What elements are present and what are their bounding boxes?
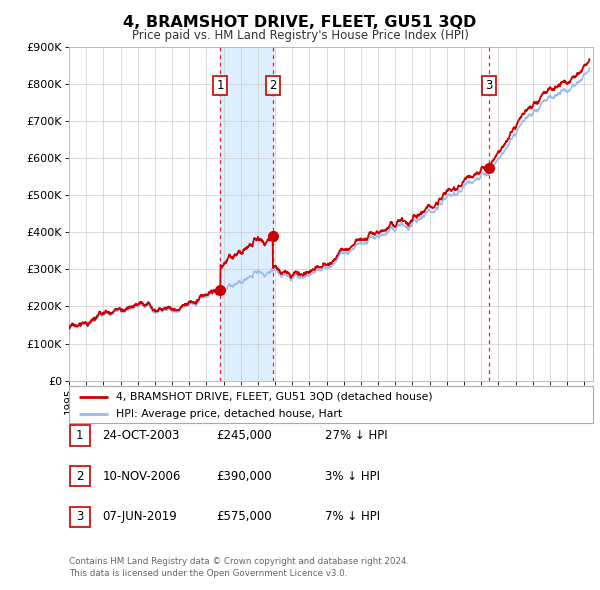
- Text: 4, BRAMSHOT DRIVE, FLEET, GU51 3QD (detached house): 4, BRAMSHOT DRIVE, FLEET, GU51 3QD (deta…: [116, 392, 433, 402]
- Bar: [220, 47, 272, 381]
- Text: 2: 2: [76, 470, 83, 483]
- Text: HPI: Average price, detached house, Hart: HPI: Average price, detached house, Hart: [116, 409, 342, 419]
- Text: 1: 1: [217, 79, 224, 92]
- Text: 4, BRAMSHOT DRIVE, FLEET, GU51 3QD: 4, BRAMSHOT DRIVE, FLEET, GU51 3QD: [124, 15, 476, 30]
- Text: Price paid vs. HM Land Registry's House Price Index (HPI): Price paid vs. HM Land Registry's House …: [131, 30, 469, 42]
- Text: 07-JUN-2019: 07-JUN-2019: [103, 510, 178, 523]
- Text: 1: 1: [76, 429, 83, 442]
- Text: 7% ↓ HPI: 7% ↓ HPI: [325, 510, 380, 523]
- Text: This data is licensed under the Open Government Licence v3.0.: This data is licensed under the Open Gov…: [69, 569, 347, 578]
- Text: 2: 2: [269, 79, 277, 92]
- Text: Contains HM Land Registry data © Crown copyright and database right 2024.: Contains HM Land Registry data © Crown c…: [69, 557, 409, 566]
- Text: £245,000: £245,000: [217, 429, 272, 442]
- Text: 3% ↓ HPI: 3% ↓ HPI: [325, 470, 380, 483]
- Text: 27% ↓ HPI: 27% ↓ HPI: [325, 429, 387, 442]
- Text: 3: 3: [76, 510, 83, 523]
- Text: £390,000: £390,000: [217, 470, 272, 483]
- Text: 24-OCT-2003: 24-OCT-2003: [103, 429, 180, 442]
- Text: 10-NOV-2006: 10-NOV-2006: [103, 470, 181, 483]
- Text: 3: 3: [485, 79, 492, 92]
- Text: £575,000: £575,000: [217, 510, 272, 523]
